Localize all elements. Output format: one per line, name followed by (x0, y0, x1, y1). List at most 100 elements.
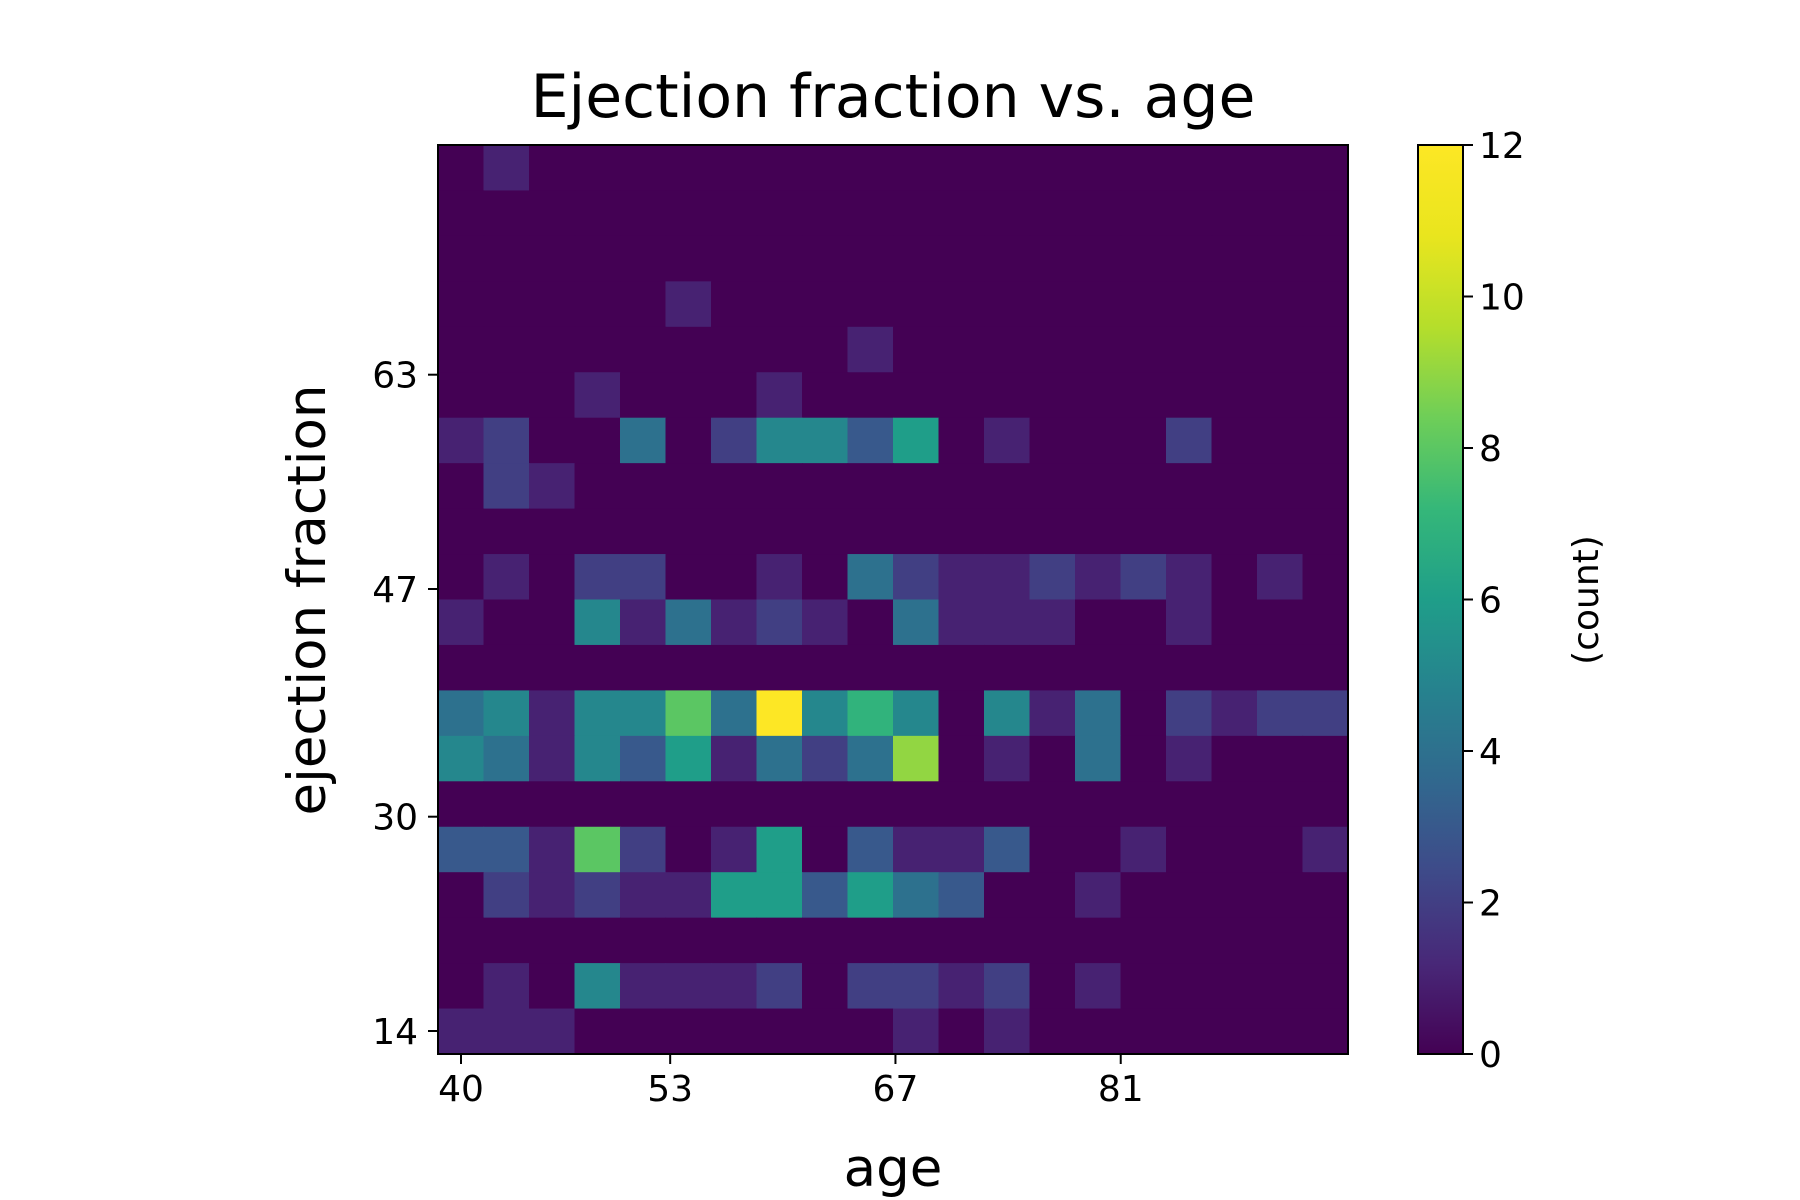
heatmap-cell (1075, 963, 1122, 1010)
heatmap-cell (1029, 463, 1076, 510)
heatmap-cell (1075, 145, 1122, 192)
heatmap-cells (438, 145, 1349, 1055)
heatmap-cell (1075, 372, 1122, 419)
heatmap-cell (620, 690, 667, 737)
heatmap-cell (574, 690, 621, 737)
heatmap-cell (438, 599, 485, 646)
heatmap-cell (802, 326, 849, 373)
heatmap-cell (1211, 735, 1258, 782)
heatmap-cell (1257, 235, 1304, 282)
heatmap-cell (1302, 417, 1349, 464)
heatmap-cell (1166, 463, 1213, 510)
heatmap-cell (847, 735, 894, 782)
heatmap-cell (756, 917, 803, 964)
heatmap-cell (847, 372, 894, 419)
heatmap-cell (711, 235, 758, 282)
plot-frame (437, 144, 1349, 1055)
heatmap-cell (574, 781, 621, 828)
heatmap-cell (1211, 963, 1258, 1010)
heatmap-cell (1302, 690, 1349, 737)
heatmap-cell (802, 508, 849, 555)
heatmap-cell (1120, 554, 1167, 601)
heatmap-cell (1029, 554, 1076, 601)
heatmap-cell (483, 508, 530, 555)
heatmap-cell (529, 1008, 576, 1055)
heatmap-cell (893, 235, 940, 282)
heatmap-cell (756, 190, 803, 237)
heatmap-cell (483, 963, 530, 1010)
heatmap-cell (574, 872, 621, 919)
heatmap-cell (938, 554, 985, 601)
heatmap-cell (711, 417, 758, 464)
heatmap-cell (1120, 872, 1167, 919)
heatmap-cell (1211, 326, 1258, 373)
heatmap-cell (893, 872, 940, 919)
heatmap-cell (574, 190, 621, 237)
heatmap-cell (938, 872, 985, 919)
heatmap-cell (665, 326, 712, 373)
heatmap-cell (1211, 826, 1258, 873)
heatmap-cell (529, 690, 576, 737)
heatmap-cell (1302, 644, 1349, 691)
heatmap-cell (438, 235, 485, 282)
heatmap-cell (665, 735, 712, 782)
colorbar-tick-label: 12 (1479, 126, 1525, 167)
heatmap-cell (529, 281, 576, 328)
heatmap-cell (1029, 372, 1076, 419)
heatmap-cell (1211, 145, 1258, 192)
heatmap-cell (529, 781, 576, 828)
y-tick-label: 30 (372, 798, 418, 839)
heatmap-cell (802, 781, 849, 828)
heatmap-cell (1120, 781, 1167, 828)
heatmap-cell (847, 463, 894, 510)
heatmap-cell (711, 463, 758, 510)
heatmap-cell (1302, 826, 1349, 873)
heatmap-cell (711, 372, 758, 419)
heatmap-cell (1120, 735, 1167, 782)
heatmap-cell (620, 963, 667, 1010)
heatmap-cell (1029, 326, 1076, 373)
heatmap-cell (1029, 1008, 1076, 1055)
heatmap-cell (1302, 781, 1349, 828)
heatmap-cell (711, 326, 758, 373)
colorbar-tick-label: 10 (1479, 278, 1525, 319)
heatmap-cell (847, 554, 894, 601)
heatmap-cell (756, 872, 803, 919)
heatmap-cell (1257, 417, 1304, 464)
heatmap-cell (802, 145, 849, 192)
heatmap-cell (1211, 554, 1258, 601)
heatmap-cell (529, 917, 576, 964)
heatmap-cell (1211, 372, 1258, 419)
heatmap-cell (1302, 554, 1349, 601)
heatmap-cell (756, 781, 803, 828)
heatmap-cell (1029, 145, 1076, 192)
heatmap-cell (438, 644, 485, 691)
heatmap-cell (756, 599, 803, 646)
heatmap-cell (620, 281, 667, 328)
heatmap-cell (1120, 463, 1167, 510)
heatmap-cell (1166, 917, 1213, 964)
heatmap-cell (620, 1008, 667, 1055)
heatmap-cell (665, 644, 712, 691)
heatmap-cell (1029, 599, 1076, 646)
heatmap-cell (938, 417, 985, 464)
heatmap-cell (711, 508, 758, 555)
heatmap-cell (1257, 145, 1304, 192)
heatmap-cell (483, 826, 530, 873)
heatmap-cell (1302, 872, 1349, 919)
heatmap-cell (1257, 644, 1304, 691)
heatmap-cell (665, 281, 712, 328)
heatmap-cell (574, 644, 621, 691)
y-axis-title: ejection fraction (277, 384, 338, 815)
heatmap-cell (620, 872, 667, 919)
heatmap-cell (620, 781, 667, 828)
heatmap-cell (1257, 190, 1304, 237)
heatmap-cell (893, 599, 940, 646)
heatmap-cell (1029, 917, 1076, 964)
heatmap-cell (620, 508, 667, 555)
heatmap-cell (756, 554, 803, 601)
heatmap-cell (665, 917, 712, 964)
heatmap-cell (802, 917, 849, 964)
heatmap-cell (893, 554, 940, 601)
colorbar-tick-label: 2 (1479, 884, 1502, 925)
